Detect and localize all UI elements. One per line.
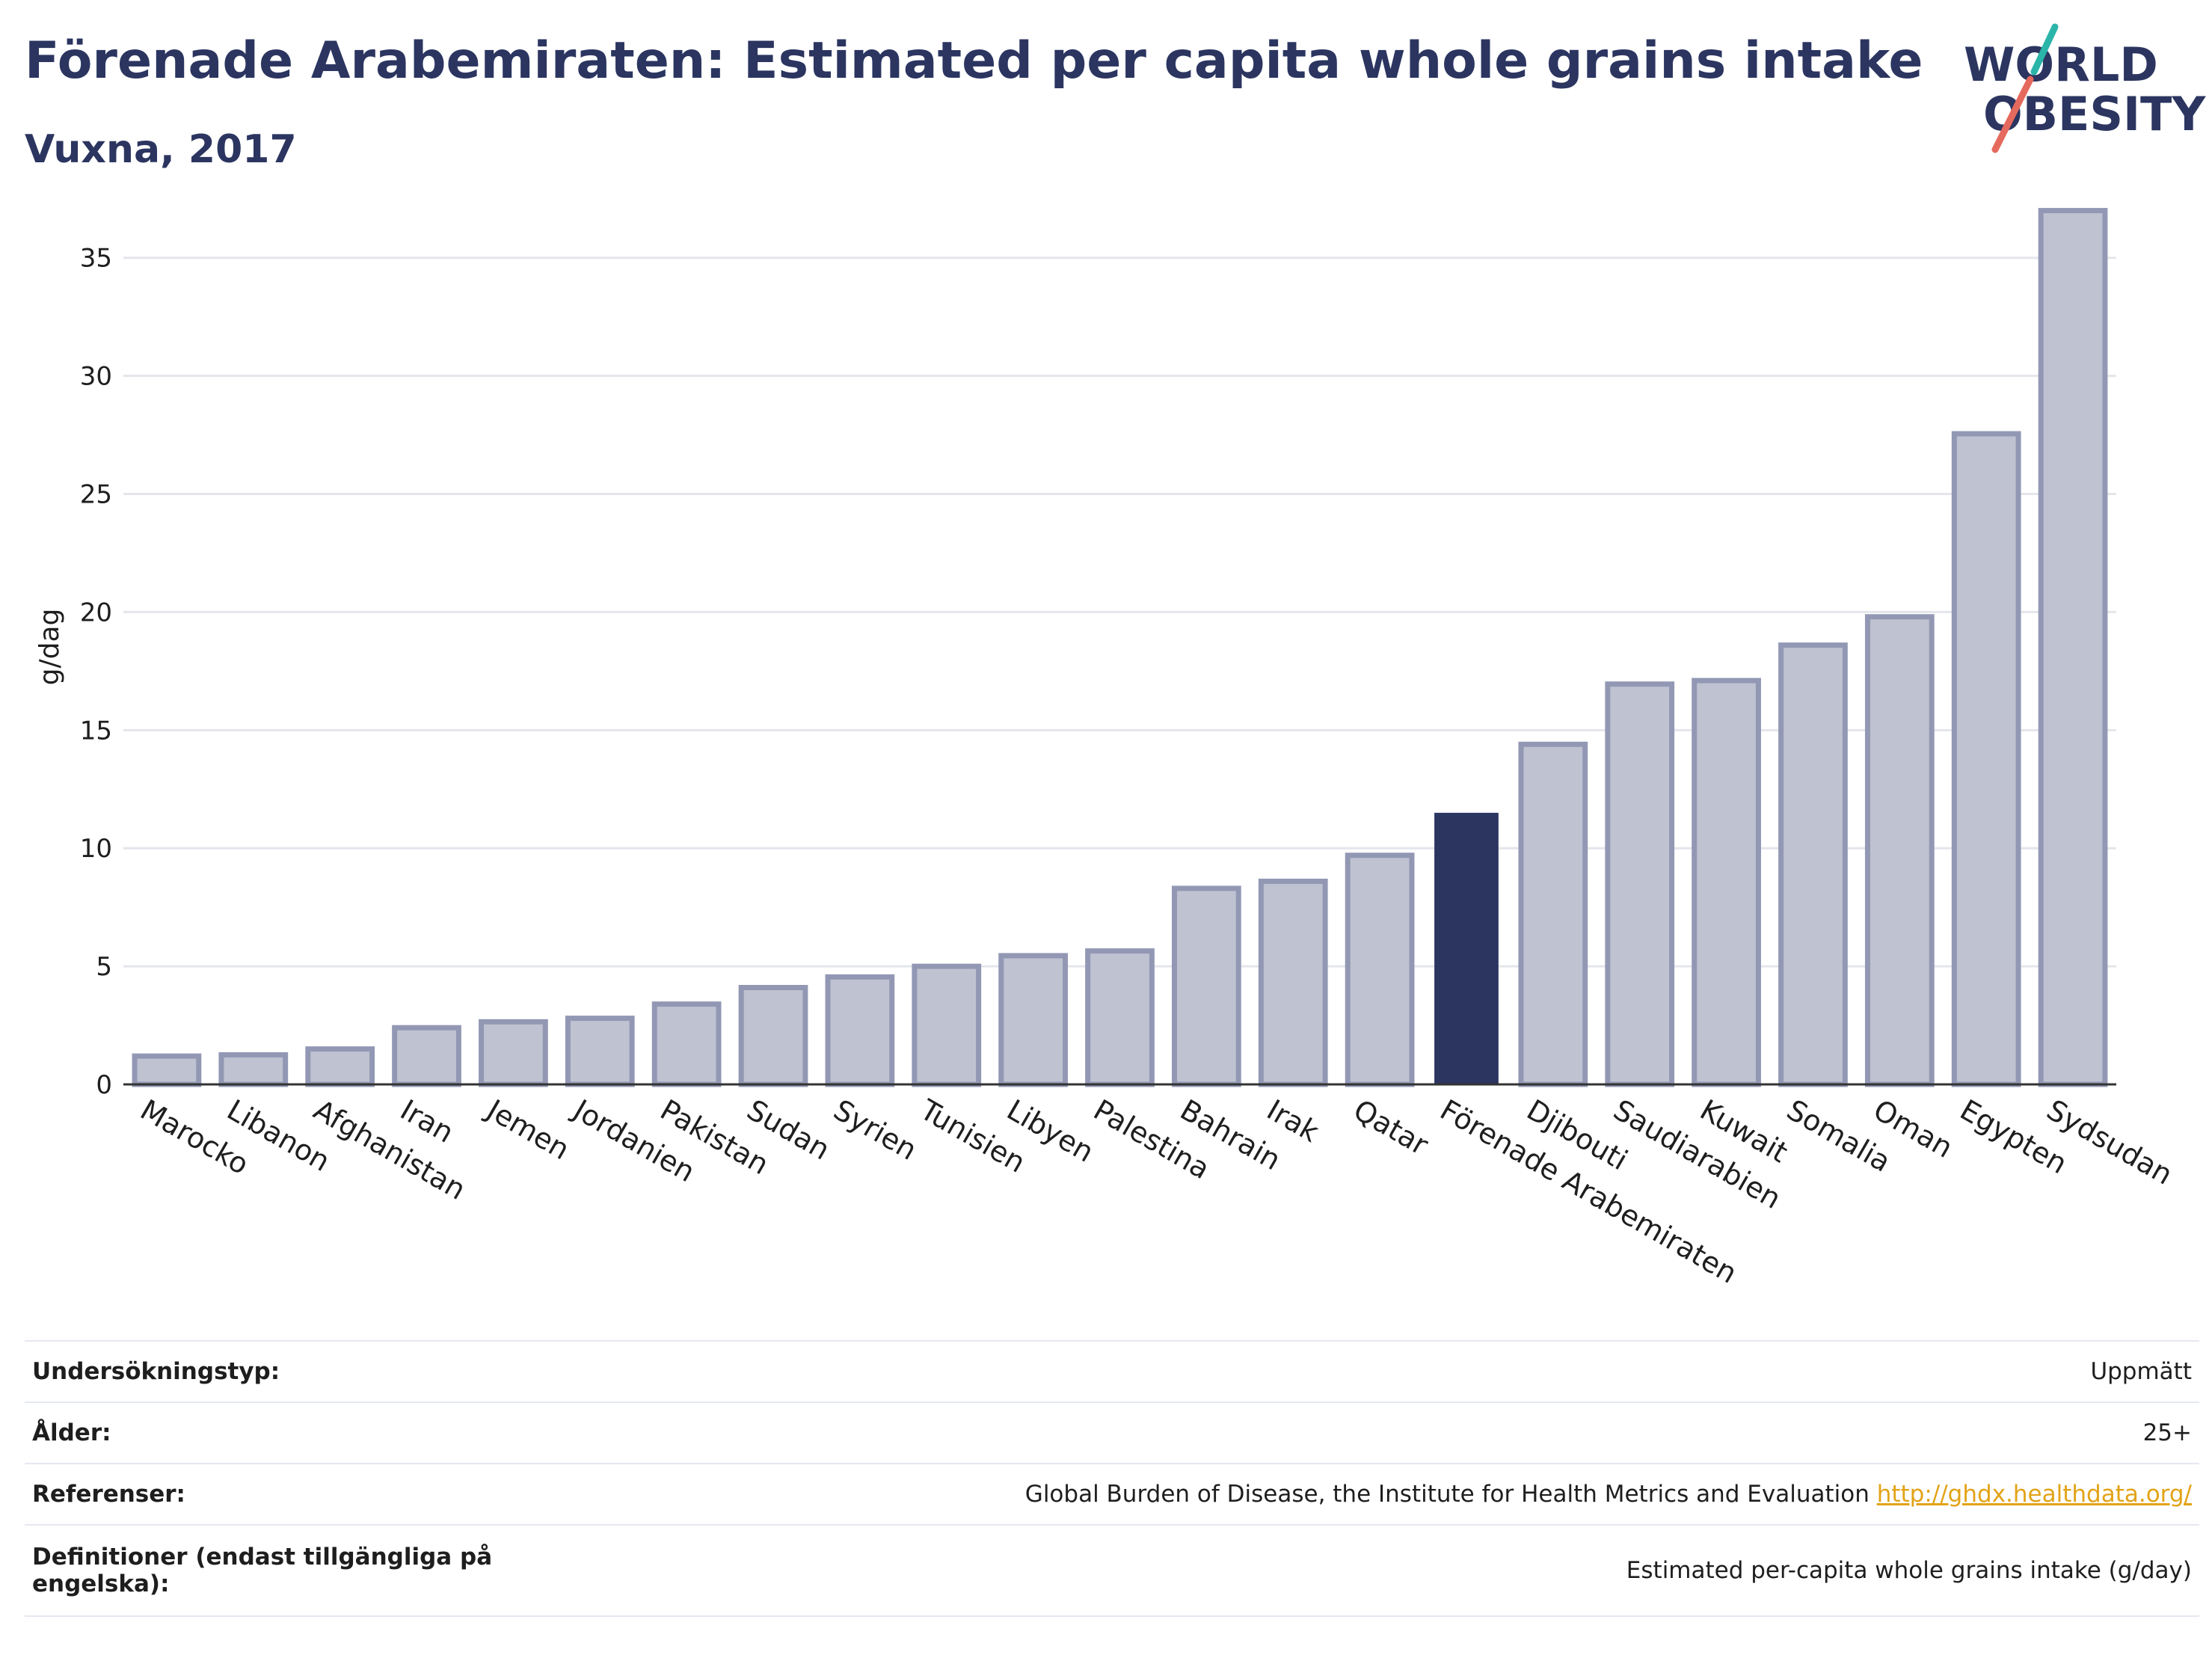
bar-afghanistan[interactable] [305, 1046, 375, 1087]
bar-marocko[interactable] [132, 1053, 202, 1087]
reference-link[interactable]: http://ghdx.healthdata.org/ [1876, 1481, 2192, 1508]
bar-libyen[interactable] [998, 953, 1069, 1087]
y-tick-label: 0 [96, 1070, 112, 1100]
logo-slash-icon [1991, 23, 2059, 153]
info-key-age: Ålder: [25, 1401, 518, 1464]
bar-saudiarabien[interactable] [1605, 681, 1675, 1087]
bar-chart: 0 5 10 15 20 25 30 35 MarockoLibanonAfghanistan… [34, 208, 2178, 1290]
bar-irak[interactable] [1258, 878, 1328, 1087]
bar-libanon[interactable] [218, 1052, 289, 1087]
bar-palestina[interactable] [1085, 948, 1155, 1087]
bar-qatar[interactable] [1345, 853, 1415, 1087]
bar-somalia[interactable] [1778, 642, 1848, 1087]
y-tick-label: 35 [80, 244, 112, 274]
y-axis-ticks: 0 5 10 15 20 25 30 35 [80, 244, 112, 1100]
info-row-definitions: Definitioner (endast tillgängliga på eng… [25, 1524, 2199, 1617]
bar-sudan[interactable] [738, 985, 808, 1087]
info-value-references: Global Burden of Disease, the Institute … [518, 1463, 2199, 1525]
bar-jordanien[interactable] [565, 1016, 635, 1087]
y-tick-label: 15 [80, 716, 112, 746]
info-row-survey-type: Undersökningstyp: Uppmätt [25, 1340, 2199, 1402]
reference-text: Global Burden of Disease, the Institute … [1024, 1481, 1870, 1508]
bar-djibouti[interactable] [1518, 741, 1588, 1087]
y-tick-label: 25 [80, 480, 112, 510]
page-title: Förenade Arabemiraten: Estimated per cap… [25, 31, 1923, 90]
bar-oman[interactable] [1864, 614, 1935, 1087]
bar-sydsudan[interactable] [2038, 208, 2108, 1087]
info-row-references: Referenser: Global Burden of Disease, th… [25, 1463, 2199, 1525]
bar-jemen[interactable] [479, 1019, 548, 1087]
world-obesity-logo: WORLD OBESITY [1952, 22, 2205, 157]
bar-egypten[interactable] [1951, 431, 2021, 1087]
page-subtitle: Vuxna, 2017 [25, 127, 297, 172]
info-value-survey-type: Uppmätt [518, 1340, 2199, 1402]
logo-line-1: WORLD [1964, 37, 2158, 92]
info-value-definitions: Estimated per-capita whole grains intake… [518, 1524, 2199, 1617]
info-row-age: Ålder: 25+ [25, 1401, 2199, 1464]
bar-iran[interactable] [392, 1025, 461, 1087]
y-tick-label: 20 [80, 598, 112, 627]
info-value-age: 25+ [518, 1401, 2199, 1464]
info-key-survey-type: Undersökningstyp: [25, 1340, 518, 1402]
bar-syrien[interactable] [825, 974, 895, 1087]
y-tick-label: 5 [96, 952, 112, 982]
bar-bahrain[interactable] [1171, 885, 1241, 1087]
x-tick-label: Qatar [1348, 1093, 1434, 1162]
info-key-definitions: Definitioner (endast tillgängliga på eng… [25, 1524, 518, 1617]
y-tick-label: 30 [80, 362, 112, 392]
info-key-references: Referenser: [25, 1463, 518, 1525]
bar-förenade-arabemiraten[interactable] [1434, 812, 1499, 1084]
x-tick-label: Sydsudan [2042, 1093, 2178, 1191]
info-table: Undersökningstyp: Uppmätt Ålder: 25+ Ref… [25, 1340, 2199, 1617]
x-tick-label: Jemen [480, 1093, 575, 1167]
y-tick-label: 10 [80, 834, 112, 864]
x-tick-label: Syrien [828, 1093, 922, 1167]
bar-pakistan[interactable] [651, 1001, 722, 1087]
chart-bars [132, 208, 2108, 1087]
bar-kuwait[interactable] [1692, 678, 1761, 1087]
bar-tunisien[interactable] [912, 963, 982, 1087]
y-axis-title: g/dag [34, 609, 65, 686]
